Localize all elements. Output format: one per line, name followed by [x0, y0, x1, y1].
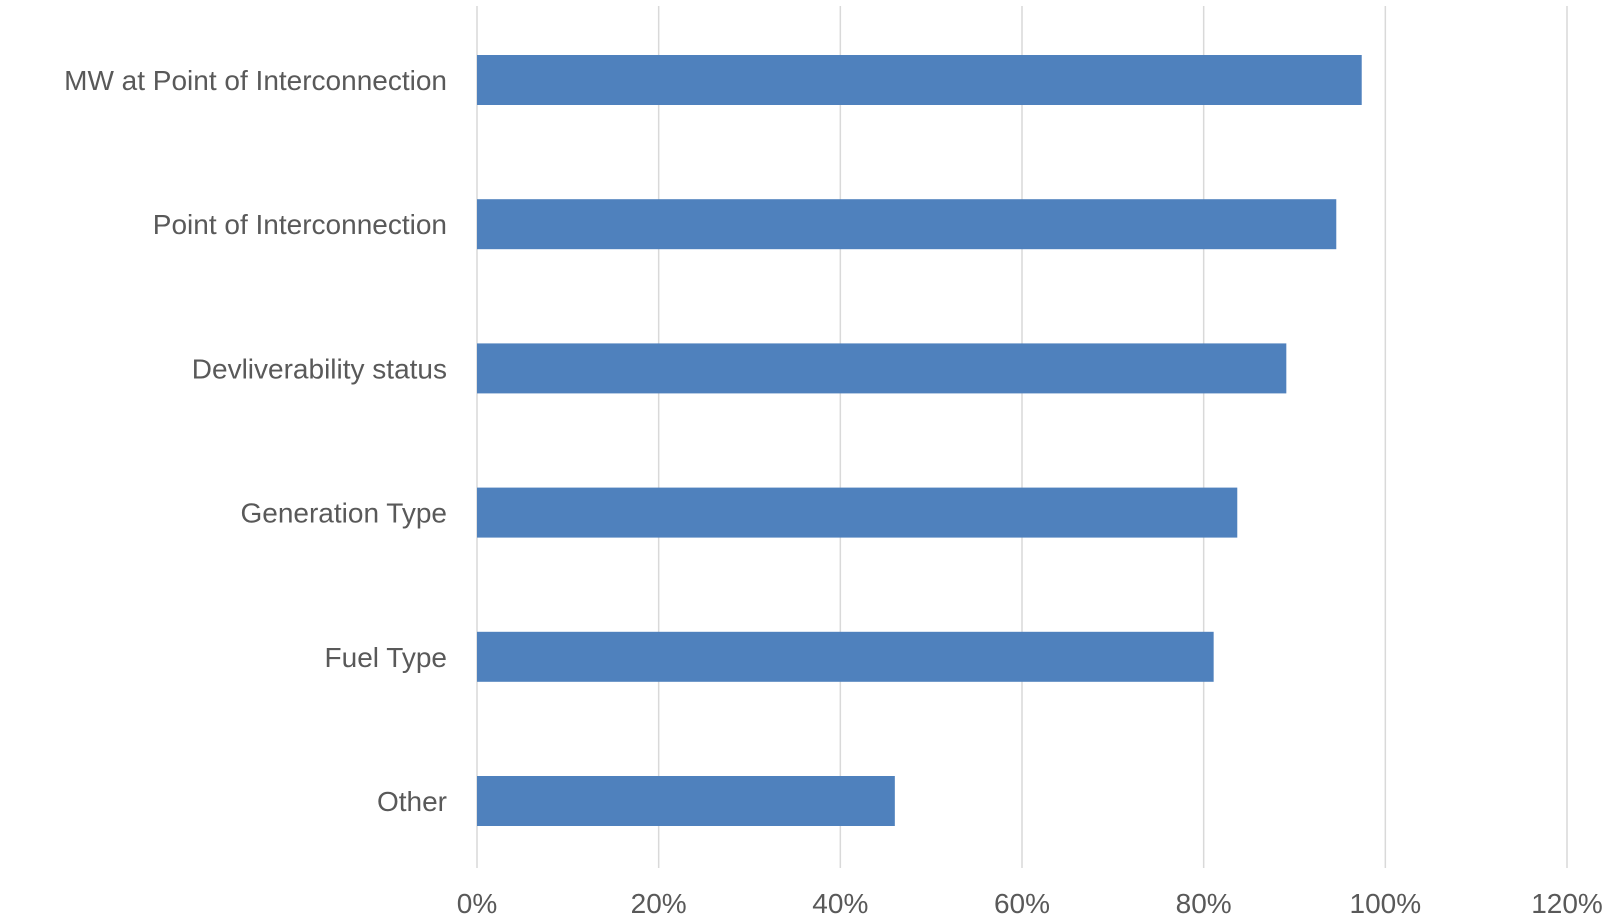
bar-2 [477, 343, 1287, 394]
bars [477, 55, 1362, 826]
bar-5 [477, 776, 895, 826]
category-label-4: Fuel Type [325, 642, 447, 673]
category-label-2: Devliverability status [192, 353, 447, 384]
category-label-1: Point of Interconnection [153, 209, 447, 240]
category-labels: MW at Point of Interconnection Point of I… [64, 65, 447, 817]
category-label-3: Generation Type [240, 498, 447, 529]
x-tick-label-0: 0% [457, 888, 497, 919]
x-tick-label-5: 100% [1350, 888, 1422, 919]
gridlines [476, 6, 1568, 868]
bar-0 [477, 55, 1362, 105]
x-axis-tick-labels: 0% 20% 40% 60% 80% 100% 120% [457, 888, 1603, 919]
x-tick-label-3: 60% [994, 888, 1050, 919]
category-label-5: Other [377, 786, 447, 817]
bar-3 [477, 487, 1238, 538]
bar-4 [477, 631, 1214, 682]
x-tick-label-4: 80% [1176, 888, 1232, 919]
category-label-0: MW at Point of Interconnection [64, 65, 447, 96]
x-tick-label-6: 120% [1531, 888, 1603, 919]
x-tick-label-1: 20% [631, 888, 687, 919]
x-tick-label-2: 40% [812, 888, 868, 919]
bar-1 [477, 199, 1337, 250]
